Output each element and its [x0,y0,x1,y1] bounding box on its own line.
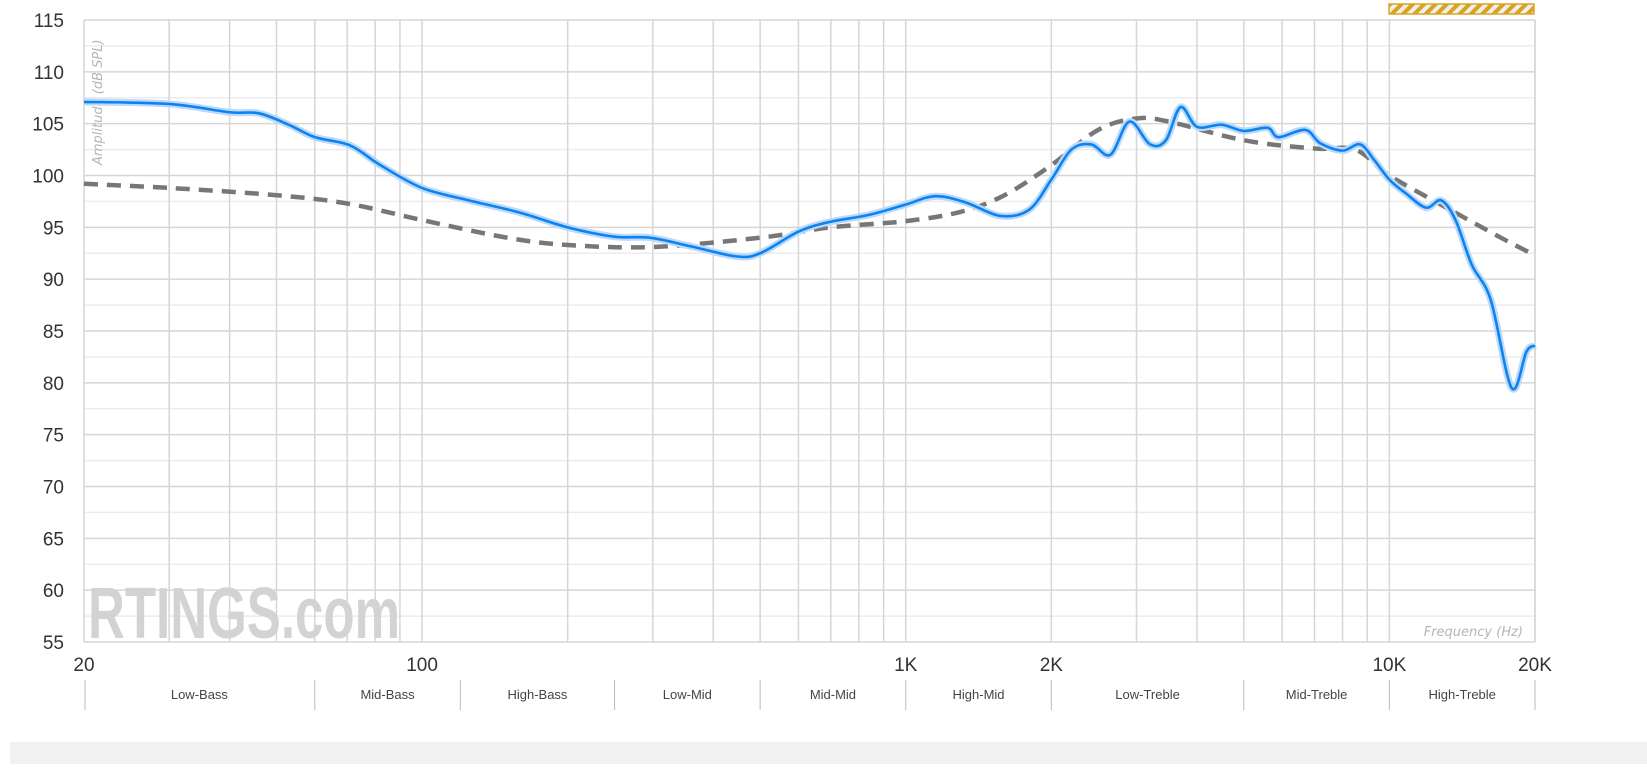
y-ticks: 55 60 65 70 75 80 85 90 95 100 105 110 115 [32,11,64,654]
y-tick-label: 115 [34,11,64,32]
band-label: Mid-Treble [1286,687,1348,702]
band-label: Low-Bass [171,687,229,702]
band-label: Low-Mid [663,687,712,702]
y-tick-label: 95 [43,218,64,239]
x-ticks: 20 100 1K 2K 10K 20K [73,655,1552,676]
response-curve [83,100,1536,391]
x-tick-label: 10K [1372,655,1406,676]
measurement-spread [83,98,1538,393]
grid [83,19,1536,643]
band-label: Mid-Bass [360,687,415,702]
watermark-logo: RTINGS.com [88,574,400,654]
y-tick-label: 105 [32,115,64,136]
y-tick-label: 55 [43,633,64,654]
band-label: High-Bass [507,687,567,702]
y-tick-label: 70 [43,478,64,499]
x-tick-label: 1K [894,655,918,676]
band-label: High-Mid [953,687,1005,702]
x-tick-label: 100 [406,655,438,676]
y-tick-label: 110 [34,63,64,84]
x-tick-label: 2K [1040,655,1064,676]
striped-marker [1388,3,1535,15]
bottom-bar [10,742,1647,764]
x-tick-label: 20K [1518,655,1552,676]
striped-bar [1388,3,1535,15]
band-label: Mid-Mid [810,687,856,702]
x-axis-label: Frequency (Hz) [1424,625,1523,640]
y-tick-label: 60 [43,581,64,602]
y-tick-label: 90 [43,270,64,291]
y-tick-label: 85 [43,322,64,343]
target-curve [83,115,1537,258]
y-tick-label: 75 [43,426,64,447]
band-label: High-Treble [1428,687,1495,702]
x-tick-label: 20 [73,655,94,676]
y-tick-label: 65 [43,529,64,550]
frequency-bands: Low-Bass Mid-Bass High-Bass Low-Mid Mid-Mid H… [84,680,1536,710]
band-label: Low-Treble [1115,687,1180,702]
y-tick-label: 80 [43,374,64,395]
series-group [83,98,1538,393]
y-tick-label: 100 [32,167,64,188]
